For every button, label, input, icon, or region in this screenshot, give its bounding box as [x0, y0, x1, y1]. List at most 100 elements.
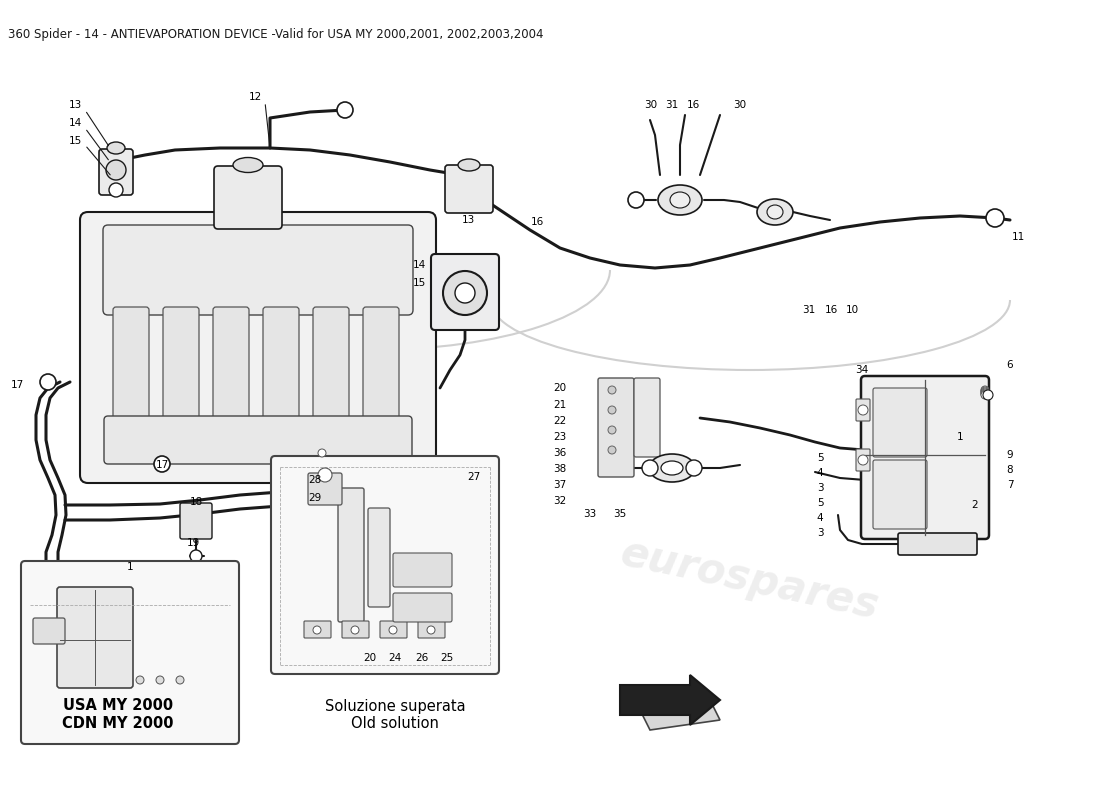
Text: 27: 27	[468, 472, 481, 482]
Text: 31: 31	[802, 305, 815, 315]
FancyBboxPatch shape	[33, 618, 65, 644]
Text: Old solution: Old solution	[351, 717, 439, 731]
FancyBboxPatch shape	[431, 254, 499, 330]
FancyBboxPatch shape	[104, 416, 413, 464]
Text: 2: 2	[971, 500, 978, 510]
Circle shape	[314, 626, 321, 634]
FancyBboxPatch shape	[214, 166, 282, 229]
Text: 22: 22	[553, 416, 566, 426]
Circle shape	[986, 209, 1004, 227]
Text: 11: 11	[1011, 232, 1024, 242]
FancyBboxPatch shape	[213, 307, 249, 443]
Text: 3: 3	[816, 483, 823, 493]
FancyBboxPatch shape	[21, 561, 239, 744]
FancyBboxPatch shape	[418, 621, 446, 638]
FancyBboxPatch shape	[446, 165, 493, 213]
Text: 12: 12	[249, 92, 262, 102]
Text: 4: 4	[816, 468, 823, 478]
Circle shape	[427, 626, 434, 634]
Ellipse shape	[670, 192, 690, 208]
Circle shape	[858, 405, 868, 415]
Circle shape	[389, 626, 397, 634]
FancyBboxPatch shape	[304, 621, 331, 638]
Text: 1: 1	[957, 432, 964, 442]
Text: 28: 28	[308, 475, 321, 485]
FancyBboxPatch shape	[856, 449, 870, 471]
Text: 18: 18	[189, 497, 202, 507]
FancyBboxPatch shape	[856, 399, 870, 421]
Text: 20: 20	[553, 383, 566, 393]
Circle shape	[983, 390, 993, 400]
Text: 19: 19	[186, 538, 199, 548]
Circle shape	[608, 446, 616, 454]
Circle shape	[106, 160, 127, 180]
Circle shape	[318, 449, 326, 457]
Circle shape	[608, 386, 616, 394]
Circle shape	[190, 550, 202, 562]
Circle shape	[981, 388, 989, 396]
Text: 23: 23	[553, 432, 566, 442]
Text: 16: 16	[686, 100, 700, 110]
FancyBboxPatch shape	[163, 307, 199, 443]
Text: USA MY 2000: USA MY 2000	[63, 698, 173, 714]
Circle shape	[981, 391, 989, 399]
Circle shape	[608, 406, 616, 414]
Text: 14: 14	[68, 118, 81, 128]
Circle shape	[455, 283, 475, 303]
Circle shape	[981, 390, 989, 398]
Circle shape	[858, 455, 868, 465]
FancyBboxPatch shape	[393, 593, 452, 622]
Text: 7: 7	[1006, 480, 1013, 490]
Text: 5: 5	[816, 498, 823, 508]
Text: 16: 16	[530, 217, 543, 227]
Text: 26: 26	[416, 653, 429, 663]
FancyBboxPatch shape	[99, 149, 133, 195]
Text: 34: 34	[856, 365, 869, 375]
Circle shape	[642, 460, 658, 476]
Ellipse shape	[658, 185, 702, 215]
Polygon shape	[620, 675, 721, 725]
Text: 1: 1	[126, 562, 133, 572]
FancyBboxPatch shape	[314, 307, 349, 443]
Text: 25: 25	[440, 653, 453, 663]
Text: 6: 6	[1006, 360, 1013, 370]
Ellipse shape	[233, 158, 263, 173]
Circle shape	[981, 387, 989, 395]
Text: eurospares: eurospares	[126, 372, 393, 468]
FancyBboxPatch shape	[263, 307, 299, 443]
Text: 30: 30	[734, 100, 747, 110]
Circle shape	[156, 676, 164, 684]
Text: 32: 32	[553, 496, 566, 506]
Text: 17: 17	[155, 460, 168, 470]
Text: 13: 13	[461, 215, 474, 225]
Text: 14: 14	[412, 260, 426, 270]
Ellipse shape	[661, 461, 683, 475]
FancyBboxPatch shape	[338, 488, 364, 622]
Circle shape	[318, 468, 332, 482]
FancyBboxPatch shape	[898, 533, 977, 555]
FancyBboxPatch shape	[180, 503, 212, 539]
Text: 35: 35	[614, 509, 627, 519]
Ellipse shape	[458, 159, 480, 171]
FancyBboxPatch shape	[103, 225, 412, 315]
Circle shape	[136, 676, 144, 684]
FancyBboxPatch shape	[873, 460, 927, 529]
Text: 13: 13	[68, 100, 81, 110]
Text: 15: 15	[68, 136, 81, 146]
Circle shape	[176, 676, 184, 684]
Circle shape	[109, 183, 123, 197]
Text: 24: 24	[388, 653, 401, 663]
Text: 30: 30	[645, 100, 658, 110]
Circle shape	[40, 374, 56, 390]
Text: 5: 5	[816, 453, 823, 463]
Text: 10: 10	[846, 305, 859, 315]
FancyBboxPatch shape	[634, 378, 660, 457]
FancyBboxPatch shape	[363, 307, 399, 443]
Ellipse shape	[757, 199, 793, 225]
Ellipse shape	[767, 205, 783, 219]
FancyBboxPatch shape	[873, 388, 927, 457]
Circle shape	[154, 456, 170, 472]
Circle shape	[351, 626, 359, 634]
Text: 3: 3	[816, 528, 823, 538]
Circle shape	[981, 386, 989, 394]
